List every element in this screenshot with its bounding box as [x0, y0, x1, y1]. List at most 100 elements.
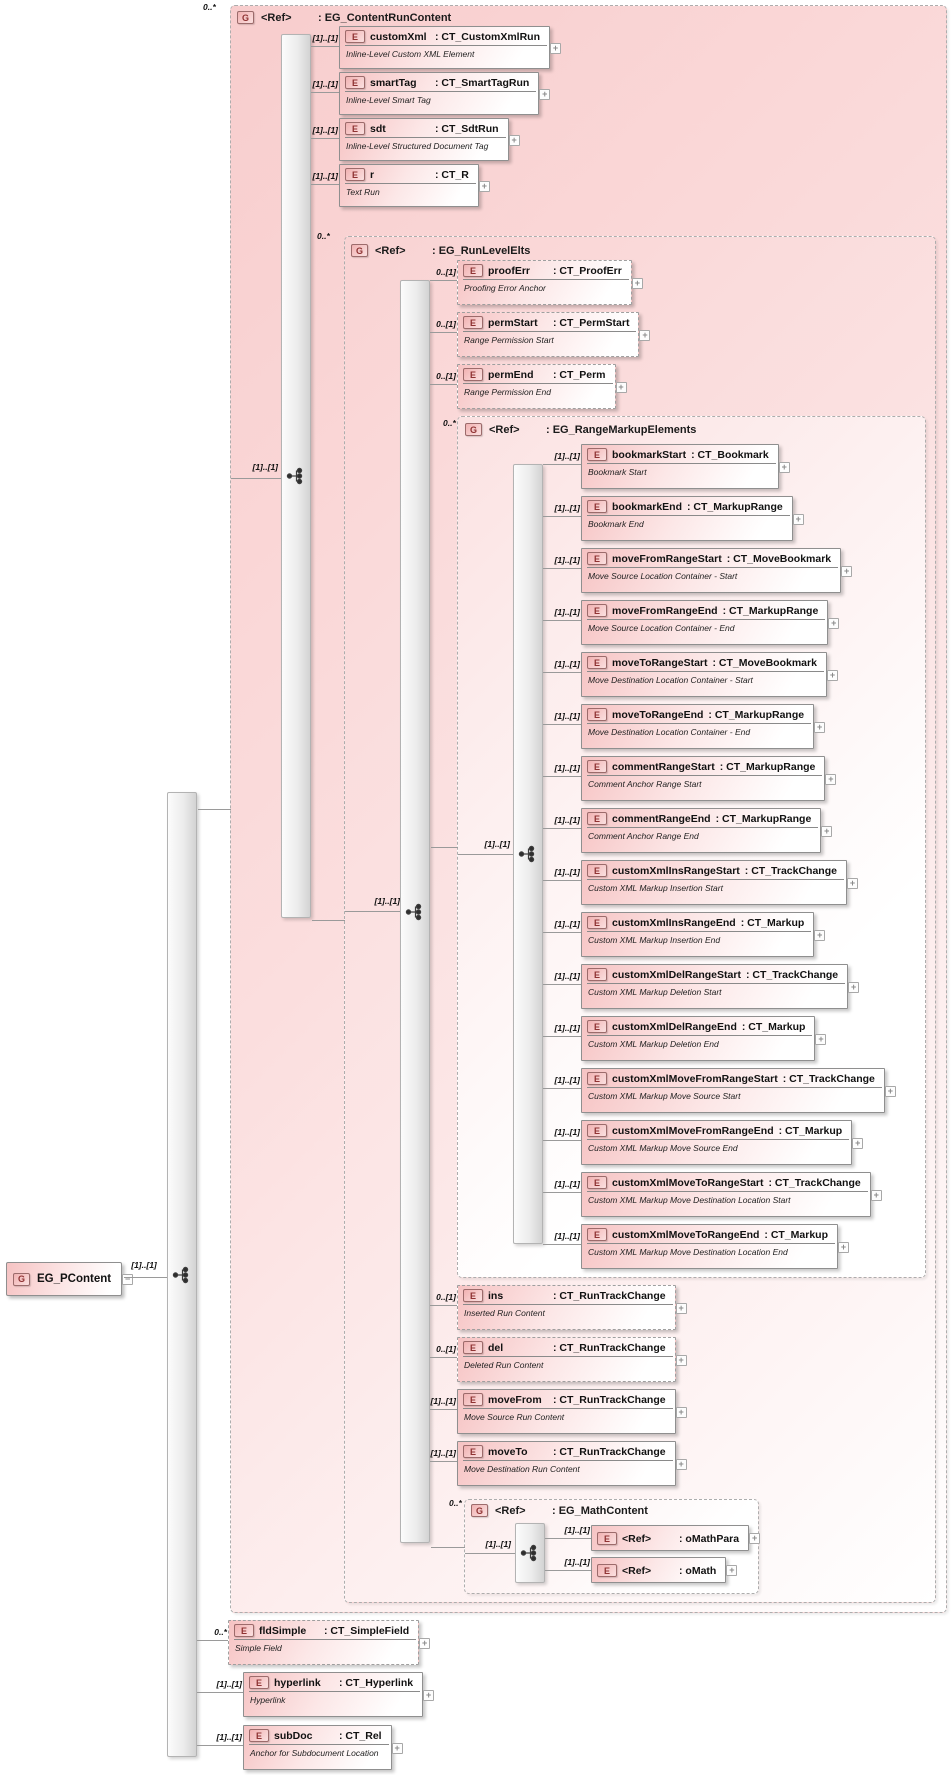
expand-icon[interactable]: +: [841, 565, 853, 577]
connector-line: [1]..[1]: [311, 72, 339, 115]
expand-icon[interactable]: +: [615, 381, 627, 393]
connector-line: [124, 1277, 167, 1278]
element-box[interactable]: E customXmlDelRangeStart: CT_TrackChange…: [581, 964, 860, 1009]
expand-icon[interactable]: +: [778, 461, 790, 473]
root-group-box[interactable]: G EG_PContent −: [6, 1262, 134, 1296]
cardinality-label: [1]..[1]: [484, 839, 511, 849]
element-box[interactable]: E customXmlInsRangeEnd: CT_Markup Custom…: [581, 912, 826, 957]
cardinality-label: 0..[1]: [436, 1344, 456, 1354]
expand-icon[interactable]: +: [814, 721, 826, 733]
expand-icon[interactable]: +: [749, 1533, 761, 1544]
element-box[interactable]: E <Ref>: oMathPara +: [591, 1525, 761, 1551]
element-box[interactable]: E sdt: CT_SdtRun Inline-Level Structured…: [339, 118, 520, 161]
element-annotation: Inserted Run Content: [463, 1304, 673, 1318]
expand-icon[interactable]: +: [675, 1302, 687, 1314]
element-box[interactable]: E permEnd: CT_Perm Range Permission End …: [457, 364, 627, 409]
element-box-hyperlink[interactable]: E hyperlink: CT_Hyperlink Hyperlink +: [243, 1672, 435, 1717]
expand-icon[interactable]: +: [825, 773, 837, 785]
expand-icon[interactable]: +: [423, 1689, 435, 1701]
expand-icon[interactable]: +: [675, 1458, 687, 1470]
element-annotation: Inline-Level Structured Document Tag: [345, 137, 506, 151]
element-box[interactable]: E bookmarkEnd: CT_MarkupRange Bookmark E…: [581, 496, 804, 541]
element-box[interactable]: E customXmlMoveFromRangeStart: CT_TrackC…: [581, 1068, 896, 1113]
element-icon: E: [587, 500, 607, 513]
element-box[interactable]: E commentRangeEnd: CT_MarkupRange Commen…: [581, 808, 833, 853]
element-box[interactable]: E customXml: CT_CustomXmlRun Inline-Leve…: [339, 26, 561, 69]
group-icon: G: [237, 11, 254, 24]
element-box[interactable]: E customXmlMoveToRangeStart: CT_TrackCha…: [581, 1172, 882, 1217]
group-ref-label: <Ref>: [375, 244, 406, 257]
expand-icon[interactable]: +: [828, 617, 840, 629]
expand-icon[interactable]: +: [391, 1742, 403, 1754]
cardinality-label: [1]..[1]: [216, 1679, 243, 1689]
expand-icon[interactable]: +: [539, 88, 551, 100]
expand-icon[interactable]: +: [884, 1085, 896, 1097]
cardinality-label: [1]..[1]: [312, 33, 339, 43]
element-box[interactable]: E bookmarkStart: CT_Bookmark Bookmark St…: [581, 444, 790, 489]
expand-icon[interactable]: +: [826, 669, 838, 681]
cardinality-label: [1]..[1]: [554, 919, 581, 929]
group-header[interactable]: G <Ref> : EG_MathContent: [471, 1504, 648, 1517]
expand-icon[interactable]: +: [726, 1565, 738, 1576]
connector-line: 0..*: [197, 1620, 228, 1665]
element-box[interactable]: E moveToRangeStart: CT_MoveBookmark Move…: [581, 652, 838, 697]
cardinality-label: [1]..[1]: [216, 1732, 243, 1742]
element-box[interactable]: E <Ref>: oMath +: [591, 1557, 738, 1583]
expand-icon[interactable]: +: [478, 180, 490, 192]
element-title: E moveFrom: CT_RunTrackChange: [458, 1390, 675, 1408]
expand-icon[interactable]: +: [848, 981, 860, 993]
expand-icon[interactable]: +: [631, 277, 643, 289]
expand-icon[interactable]: +: [814, 929, 826, 941]
element-box[interactable]: E ins: CT_RunTrackChange Inserted Run Co…: [457, 1285, 687, 1330]
cardinality-label: [1]..[1]: [554, 1023, 581, 1033]
cardinality-label: 0..*: [214, 1627, 227, 1637]
expand-icon[interactable]: +: [852, 1137, 864, 1149]
expand-icon[interactable]: +: [870, 1189, 882, 1201]
element-icon: E: [249, 1676, 269, 1689]
group-header[interactable]: G <Ref> : EG_ContentRunContent: [237, 11, 451, 24]
cardinality-label: [1]..[1]: [554, 555, 581, 565]
element-title: E fldSimple: CT_SimpleField: [229, 1621, 418, 1639]
element-box[interactable]: E customXmlMoveToRangeEnd: CT_Markup Cus…: [581, 1224, 849, 1269]
group-header[interactable]: G <Ref> : EG_RangeMarkupElements: [465, 423, 696, 436]
element-box[interactable]: E customXmlMoveFromRangeEnd: CT_Markup C…: [581, 1120, 864, 1165]
element-box-subDoc[interactable]: E subDoc: CT_Rel Anchor for Subdocument …: [243, 1725, 403, 1770]
cardinality-label: [1]..[1]: [554, 711, 581, 721]
expand-icon[interactable]: +: [846, 877, 858, 889]
group-header[interactable]: G <Ref> : EG_RunLevelElts: [351, 244, 530, 257]
element-box[interactable]: E moveFrom: CT_RunTrackChange Move Sourc…: [457, 1389, 687, 1434]
element-box[interactable]: E r: CT_R Text Run +: [339, 164, 490, 207]
element-icon: E: [597, 1564, 617, 1577]
element-box-fldSimple[interactable]: E fldSimple: CT_SimpleField Simple Field…: [228, 1620, 431, 1665]
element-box[interactable]: E moveTo: CT_RunTrackChange Move Destina…: [457, 1441, 687, 1486]
expand-icon[interactable]: +: [675, 1406, 687, 1418]
expand-icon[interactable]: +: [550, 42, 561, 54]
choice-compositor-bar: [515, 1523, 545, 1583]
expand-icon[interactable]: +: [821, 825, 833, 837]
cardinality-label: [1]..[1]: [554, 867, 581, 877]
element-title: E <Ref>: oMathPara: [592, 1529, 748, 1547]
element-box[interactable]: E customXmlInsRangeStart: CT_TrackChange…: [581, 860, 858, 905]
expand-icon[interactable]: +: [508, 134, 520, 146]
element-row: [1]..[1] E <Ref>: oMath +: [545, 1557, 738, 1583]
element-box[interactable]: E moveFromRangeEnd: CT_MarkupRange Move …: [581, 600, 840, 645]
element-box[interactable]: E moveToRangeEnd: CT_MarkupRange Move De…: [581, 704, 826, 749]
expand-icon[interactable]: +: [639, 329, 651, 341]
element-box[interactable]: E permStart: CT_PermStart Range Permissi…: [457, 312, 651, 357]
element-box[interactable]: E del: CT_RunTrackChange Deleted Run Con…: [457, 1337, 687, 1382]
element-box[interactable]: E proofErr: CT_ProofErr Proofing Error A…: [457, 260, 643, 305]
element-title: E del: CT_RunTrackChange: [458, 1338, 675, 1356]
expand-icon[interactable]: +: [815, 1033, 827, 1045]
expand-icon[interactable]: +: [792, 513, 804, 525]
choice-icon: [520, 1544, 537, 1562]
expand-icon[interactable]: +: [675, 1354, 687, 1366]
collapse-icon[interactable]: −: [122, 1274, 134, 1285]
element-box[interactable]: E moveFromRangeStart: CT_MoveBookmark Mo…: [581, 548, 853, 593]
expand-icon[interactable]: +: [419, 1637, 431, 1649]
element-box[interactable]: E customXmlDelRangeEnd: CT_Markup Custom…: [581, 1016, 827, 1061]
element-title: E commentRangeEnd: CT_MarkupRange: [582, 809, 820, 827]
expand-icon[interactable]: +: [838, 1241, 849, 1253]
element-box[interactable]: E smartTag: CT_SmartTagRun Inline-Level …: [339, 72, 551, 115]
connector-line: [1]..[1]: [543, 1120, 581, 1165]
element-box[interactable]: E commentRangeStart: CT_MarkupRange Comm…: [581, 756, 837, 801]
